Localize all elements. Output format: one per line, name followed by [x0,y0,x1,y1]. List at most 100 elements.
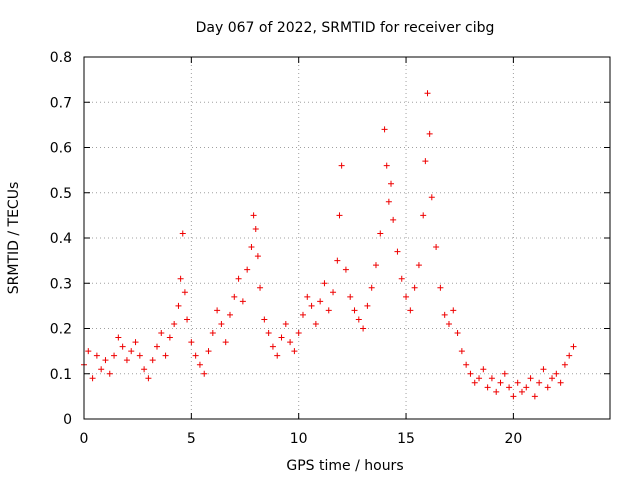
data-point [226,311,233,318]
data-point [321,280,328,287]
data-point [433,244,440,251]
chart-title: Day 067 of 2022, SRMTID for receiver cib… [196,20,495,36]
data-point [231,293,238,300]
data-point [501,370,508,377]
data-point [394,248,401,255]
data-point [527,375,534,382]
data-point [304,293,311,300]
x-tick-label: 10 [290,431,308,447]
data-point [196,361,203,368]
data-point [201,370,208,377]
data-point [128,348,135,355]
data-point [347,293,354,300]
data-point [342,266,349,273]
data-point [274,352,281,359]
y-tick-label: 0.1 [50,367,72,383]
data-point [325,307,332,314]
data-point [372,262,379,269]
data-point [278,334,285,341]
data-point [411,284,418,291]
data-point [471,379,478,386]
data-point [291,348,298,355]
data-point [175,302,182,309]
y-tick-label: 0.3 [50,276,72,292]
data-point [308,302,315,309]
data-point [377,230,384,237]
data-point [123,357,130,364]
data-point [437,284,444,291]
y-tick-label: 0.4 [50,231,72,247]
data-points [81,90,577,400]
data-point [488,375,495,382]
data-point [422,158,429,165]
data-point [368,284,375,291]
data-point [141,366,148,373]
grid-lines [84,57,610,419]
data-point [420,212,427,219]
data-point [257,284,264,291]
x-tick-label: 5 [187,431,196,447]
data-point [287,339,294,346]
data-point [153,343,160,350]
data-point [102,357,109,364]
data-point [518,388,525,395]
data-point [235,275,242,282]
data-point [385,198,392,205]
data-point [244,266,251,273]
data-point [184,316,191,323]
data-point [561,361,568,368]
data-point [493,388,500,395]
data-point [351,307,358,314]
data-point [480,366,487,373]
data-point [222,339,229,346]
x-tick-label: 0 [80,431,89,447]
y-tick-label: 0.6 [50,141,72,157]
data-point [218,320,225,327]
data-point [250,212,257,219]
data-point [454,330,461,337]
y-tick-label: 0.8 [50,50,72,66]
data-point [426,130,433,137]
data-point [334,257,341,264]
y-tick-label: 0.5 [50,186,72,202]
data-point [136,352,143,359]
data-point [145,375,152,382]
data-point [89,375,96,382]
data-point [192,352,199,359]
data-point [261,316,268,323]
data-point [445,320,452,327]
data-point [149,357,156,364]
data-point [544,384,551,391]
data-point [566,352,573,359]
data-point [407,307,414,314]
data-point [506,384,513,391]
data-point [484,384,491,391]
data-point [106,370,113,377]
data-point [570,343,577,350]
y-tick-label: 0.7 [50,95,72,111]
data-point [415,262,422,269]
x-axis-label: GPS time / hours [286,458,403,474]
data-point [115,334,122,341]
data-point [476,375,483,382]
data-point [383,162,390,169]
data-point [295,330,302,337]
tick-labels: 0 5 10 15 20 0 0.1 0.2 0.3 0.4 0.5 0.6 0.7 0.8 [50,50,523,447]
data-point [188,339,195,346]
data-point [364,302,371,309]
data-point [171,320,178,327]
data-point [162,352,169,359]
data-point [523,384,530,391]
data-point [282,320,289,327]
data-point [441,311,448,318]
data-point [269,343,276,350]
y-tick-label: 0.2 [50,322,72,338]
data-point [510,393,517,400]
data-point [132,339,139,346]
data-point [299,311,306,318]
data-point [252,225,259,232]
data-point [390,216,397,223]
x-tick-label: 20 [504,431,522,447]
data-point [179,230,186,237]
